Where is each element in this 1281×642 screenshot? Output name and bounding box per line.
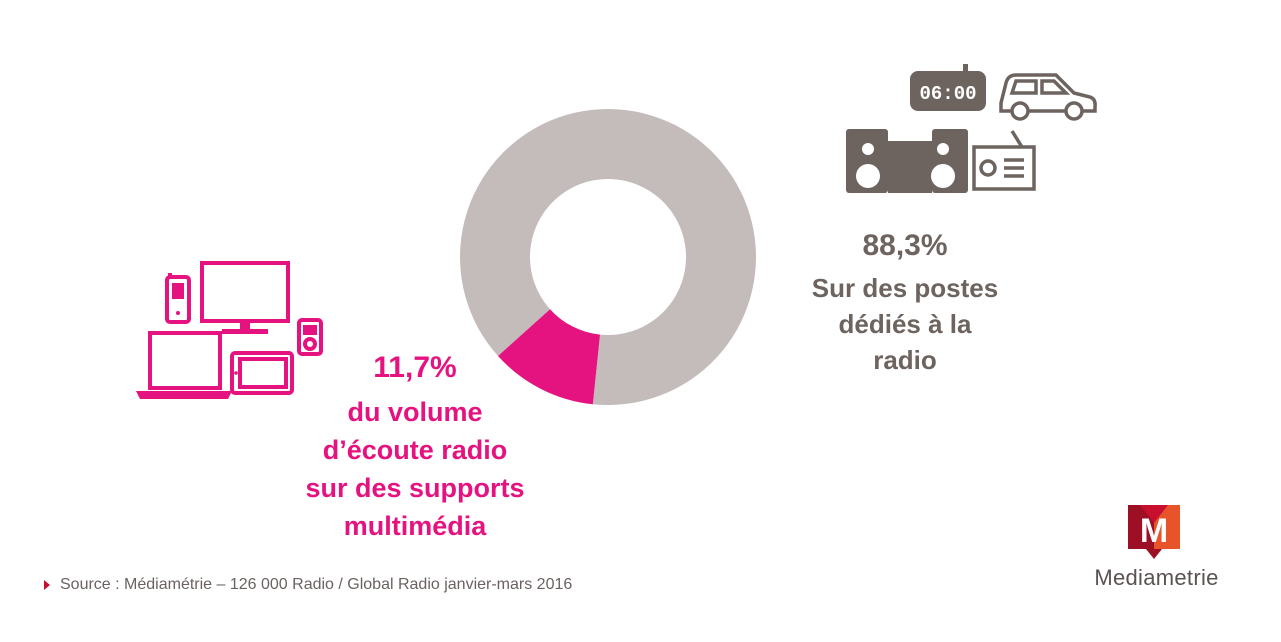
mp3-player-icon <box>297 318 323 356</box>
dedicated-line: radio <box>873 345 937 375</box>
tablet-icon <box>230 351 294 395</box>
multimedia-line: du volume <box>347 397 483 427</box>
multimedia-line: multimédia <box>343 511 487 541</box>
multimedia-devices-icon <box>136 261 323 399</box>
slice-multimedia <box>498 309 601 405</box>
mobile-phone-icon <box>165 273 191 324</box>
hifi-speakers-icon <box>846 129 968 193</box>
brand-name: Mediametrie <box>1094 565 1219 590</box>
dedicated-radio-devices-icon: 06:00 <box>846 64 1097 193</box>
logo-letter: M <box>1140 512 1168 550</box>
clock-display: 06:00 <box>919 83 976 105</box>
mediametrie-logo-icon: M <box>1128 505 1180 559</box>
bullet-arrow-icon <box>44 580 50 590</box>
dedicated-line: Sur des postes <box>811 273 999 303</box>
slice-dedicated-radio <box>460 109 756 405</box>
multimedia-percent: 11,7% <box>373 351 457 384</box>
dedicated-description: Sur des postes dédiés à la radio <box>780 270 1030 378</box>
source-note: Source : Médiamétrie – 126 000 Radio / G… <box>44 574 572 596</box>
multimedia-line: d’écoute radio <box>322 435 508 465</box>
car-icon <box>999 73 1097 121</box>
laptop-icon <box>136 331 232 399</box>
radio-set-icon <box>972 130 1036 191</box>
multimedia-description: du volume d’écoute radio sur des support… <box>255 393 575 545</box>
tv-monitor-icon <box>200 261 290 334</box>
dedicated-percent: 88,3% <box>862 229 948 262</box>
source-text: Source : Médiamétrie – 126 000 Radio / G… <box>60 576 573 593</box>
multimedia-line: sur des supports <box>305 473 525 503</box>
dedicated-line: dédiés à la <box>838 309 972 339</box>
alarm-clock-icon: 06:00 <box>910 64 986 111</box>
donut-chart <box>460 109 756 405</box>
